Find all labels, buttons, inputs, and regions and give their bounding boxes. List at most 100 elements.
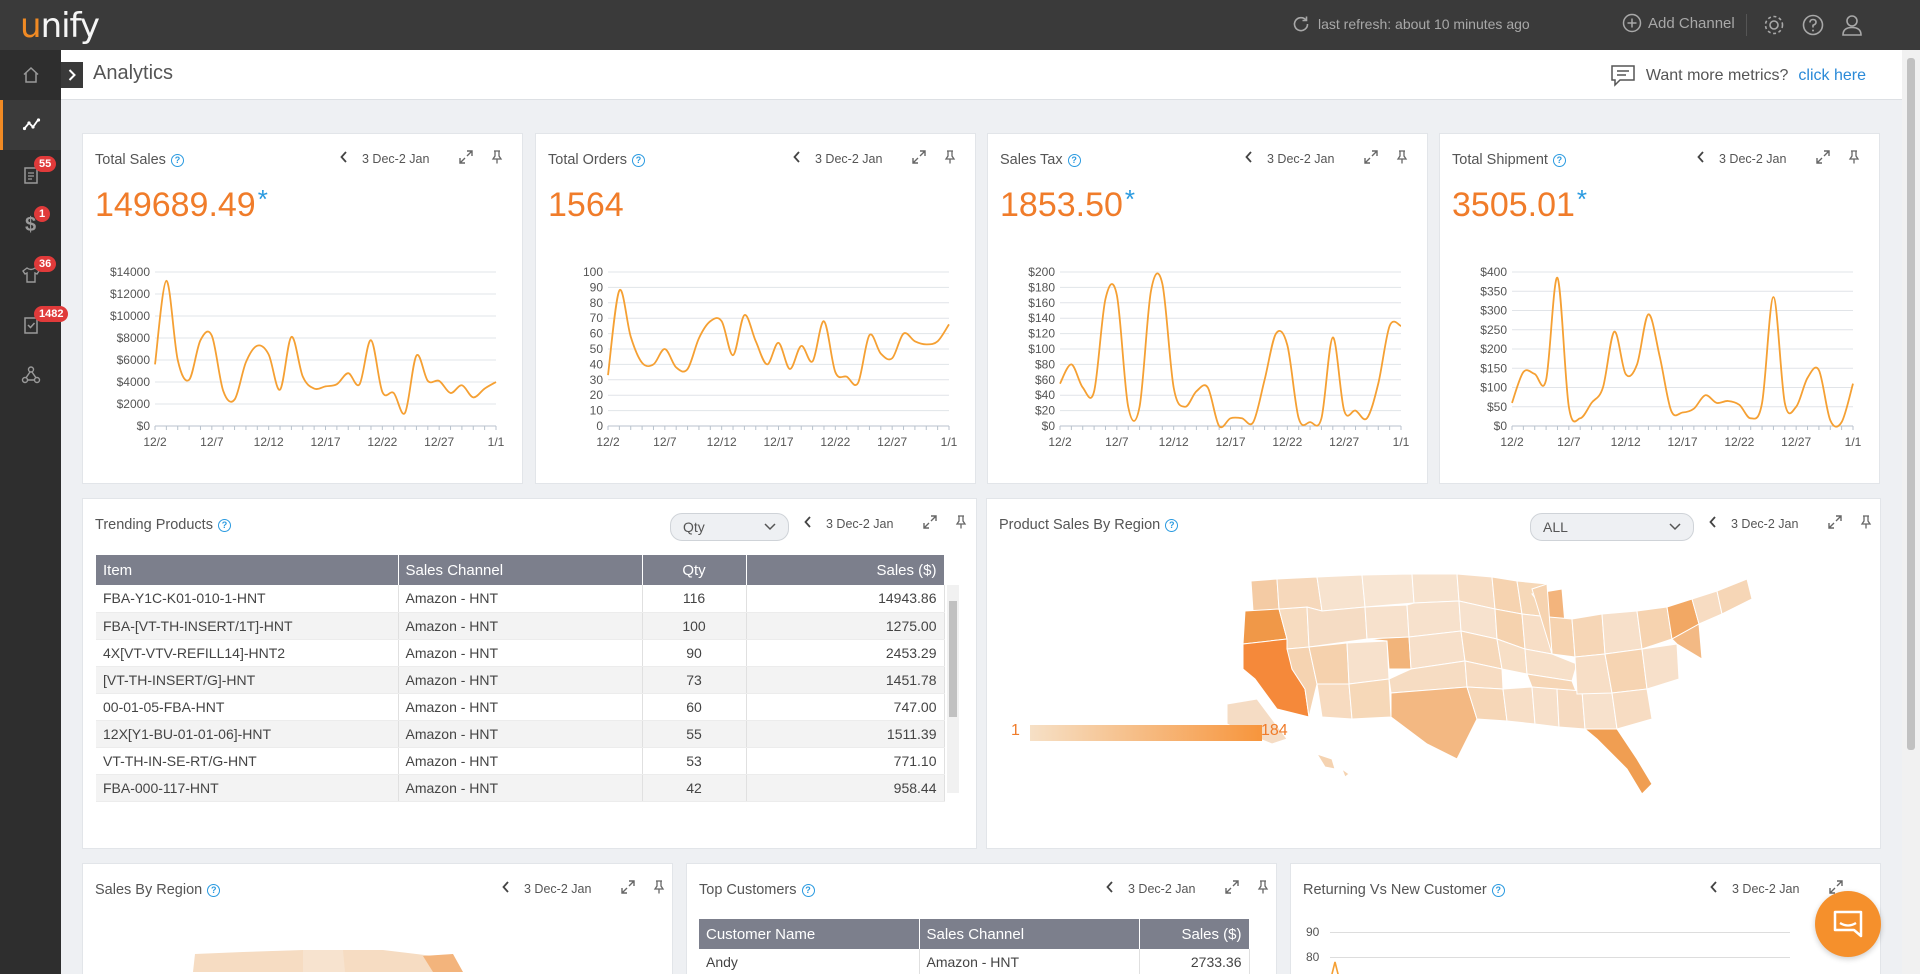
help-icon[interactable]: ? bbox=[1165, 518, 1179, 532]
table-row[interactable]: 00-01-05-FBA-HNT Amazon - HNT 60 747.00 bbox=[96, 693, 945, 721]
user-icon[interactable] bbox=[1839, 12, 1865, 38]
pin-icon[interactable] bbox=[944, 150, 956, 167]
pin-icon[interactable] bbox=[1848, 150, 1860, 167]
date-range[interactable]: 3 Dec-2 Jan bbox=[826, 516, 894, 531]
checklist-icon bbox=[23, 317, 38, 334]
table-scrollbar-thumb[interactable] bbox=[949, 601, 957, 717]
pin-icon[interactable] bbox=[653, 880, 665, 897]
col-customer-name[interactable]: Customer Name bbox=[699, 919, 920, 949]
pin-icon[interactable] bbox=[1860, 515, 1872, 532]
table-row[interactable]: Andy Amazon - HNT 2733.36 bbox=[699, 949, 1250, 974]
chevron-left-icon[interactable] bbox=[1709, 516, 1717, 531]
date-range[interactable]: 3 Dec-2 Jan bbox=[1267, 151, 1335, 166]
date-range[interactable]: 3 Dec-2 Jan bbox=[815, 151, 883, 166]
col-sales-channel[interactable]: Sales Channel bbox=[398, 555, 643, 585]
sidebar-item-integrations[interactable] bbox=[0, 350, 61, 400]
sales-tax-chart[interactable]: $0$20 $40$60 $80$100$120 $140$160 $180$200 12… bbox=[988, 252, 1429, 452]
date-range[interactable]: 3 Dec-2 Jan bbox=[362, 151, 430, 166]
table-row[interactable]: FBA-Y1C-K01-010-1-HNT Amazon - HNT 116 1494… bbox=[96, 585, 945, 613]
add-channel-button[interactable]: Add Channel bbox=[1622, 13, 1735, 33]
region-channel-select[interactable]: ALL bbox=[1530, 513, 1694, 541]
x-tick-label: 12/22 bbox=[820, 435, 850, 449]
y-tick-label: $0 bbox=[1042, 419, 1056, 433]
col-qty[interactable]: Qty bbox=[642, 555, 747, 585]
expand-icon[interactable] bbox=[1364, 150, 1379, 167]
sidebar-item-tasks[interactable]: 1482 bbox=[0, 300, 69, 350]
table-row[interactable]: FBA-[VT-TH-INSERT/1T]-HNT Amazon - HNT 100… bbox=[96, 612, 945, 640]
table-row[interactable]: VT-TH-IN-SE-RT/G-HNT Amazon - HNT 53 771.10 bbox=[96, 747, 945, 775]
table-scrollbar[interactable] bbox=[947, 585, 959, 793]
date-range[interactable]: 3 Dec-2 Jan bbox=[1128, 881, 1196, 896]
cell-sales-channel: Amazon - HNT bbox=[919, 949, 1140, 974]
cell-qty: 116 bbox=[642, 585, 747, 613]
sales-region-map[interactable] bbox=[183, 944, 563, 974]
col-item[interactable]: Item bbox=[96, 555, 399, 585]
sidebar-item-analytics[interactable] bbox=[0, 100, 61, 150]
col-sales[interactable]: Sales ($) bbox=[746, 555, 945, 585]
page-title: Analytics bbox=[93, 62, 174, 84]
sidebar-item-products[interactable]: 36 bbox=[0, 250, 61, 300]
pin-icon[interactable] bbox=[1257, 880, 1269, 897]
help-icon[interactable]: ? bbox=[801, 883, 815, 897]
expand-icon[interactable] bbox=[1816, 150, 1831, 167]
kpi-value-text: 149689.49 bbox=[95, 186, 256, 224]
date-range[interactable]: 3 Dec-2 Jan bbox=[1719, 151, 1787, 166]
chevron-left-icon[interactable] bbox=[502, 881, 510, 896]
chevron-down-icon bbox=[764, 523, 776, 531]
y-tick-label: $150 bbox=[1480, 361, 1507, 375]
pin-icon[interactable] bbox=[955, 515, 967, 532]
expand-icon[interactable] bbox=[1829, 880, 1844, 897]
chevron-left-icon[interactable] bbox=[340, 151, 348, 166]
expand-icon[interactable] bbox=[923, 515, 938, 532]
expand-icon[interactable] bbox=[1225, 880, 1240, 897]
cell-sales: 1451.78 bbox=[746, 666, 945, 694]
expand-icon[interactable] bbox=[912, 150, 927, 167]
help-icon[interactable]: ? bbox=[1067, 153, 1081, 167]
sidebar-item-sales[interactable]: $ 1 bbox=[0, 200, 61, 250]
gear-icon[interactable] bbox=[1761, 12, 1787, 38]
click-here-link[interactable]: click here bbox=[1798, 67, 1866, 84]
chevron-left-icon[interactable] bbox=[804, 516, 812, 531]
chevron-left-icon[interactable] bbox=[1697, 151, 1705, 166]
expand-icon[interactable] bbox=[459, 150, 474, 167]
sidebar-item-orders[interactable]: 55 bbox=[0, 150, 61, 200]
chat-launcher-button[interactable] bbox=[1815, 891, 1881, 957]
pin-icon[interactable] bbox=[491, 150, 503, 167]
chevron-left-icon[interactable] bbox=[793, 151, 801, 166]
usa-map[interactable] bbox=[987, 569, 1880, 799]
table-row[interactable]: 12X[Y1-BU-01-01-06]-HNT Amazon - HNT 55 151… bbox=[96, 720, 945, 748]
chevron-left-icon[interactable] bbox=[1245, 151, 1253, 166]
page-scrollbar[interactable] bbox=[1902, 50, 1920, 974]
sidebar-item-home[interactable] bbox=[0, 50, 61, 100]
expand-icon[interactable] bbox=[621, 880, 636, 897]
app-logo[interactable]: unify bbox=[20, 6, 100, 46]
date-range[interactable]: 3 Dec-2 Jan bbox=[524, 881, 592, 896]
x-tick-label: 12/27 bbox=[424, 435, 454, 449]
help-icon[interactable]: ? bbox=[1491, 883, 1505, 897]
help-icon[interactable]: ? bbox=[217, 518, 231, 532]
table-row[interactable]: FBA-000-117-HNT Amazon - HNT 42 958.44 bbox=[96, 774, 945, 802]
expand-icon[interactable] bbox=[1828, 515, 1843, 532]
help-icon[interactable] bbox=[1800, 12, 1826, 38]
help-icon[interactable]: ? bbox=[631, 153, 645, 167]
pin-icon[interactable] bbox=[1396, 150, 1408, 167]
col-sales[interactable]: Sales ($) bbox=[1139, 919, 1250, 949]
help-icon[interactable]: ? bbox=[207, 883, 221, 897]
page-scrollbar-thumb[interactable] bbox=[1907, 58, 1915, 750]
refresh-status[interactable]: last refresh: about 10 minutes ago bbox=[1292, 15, 1530, 33]
chevron-left-icon[interactable] bbox=[1710, 881, 1718, 896]
chevron-left-icon[interactable] bbox=[1106, 881, 1114, 896]
col-sales-channel[interactable]: Sales Channel bbox=[919, 919, 1140, 949]
date-range[interactable]: 3 Dec-2 Jan bbox=[1731, 516, 1799, 531]
sidebar-toggle-button[interactable] bbox=[61, 62, 83, 88]
total-sales-chart[interactable]: $0 $2000 $4000 $6000 $8000 $10000 $12000 $14000… bbox=[83, 252, 524, 452]
x-tick-label: 12/22 bbox=[1272, 435, 1302, 449]
help-icon[interactable]: ? bbox=[1552, 153, 1566, 167]
table-row[interactable]: 4X[VT-VTV-REFILL14]-HNT2 Amazon - HNT 90 24… bbox=[96, 639, 945, 667]
table-row[interactable]: [VT-TH-INSERT/G]-HNT Amazon - HNT 73 1451.7… bbox=[96, 666, 945, 694]
total-shipment-chart[interactable]: $0 $50 $100 $150 $200 $250 $300 $350 $400 12/2 12/… bbox=[1440, 252, 1881, 452]
trending-metric-select[interactable]: Qty bbox=[670, 513, 789, 541]
date-range[interactable]: 3 Dec-2 Jan bbox=[1732, 881, 1800, 896]
help-icon[interactable]: ? bbox=[170, 153, 184, 167]
